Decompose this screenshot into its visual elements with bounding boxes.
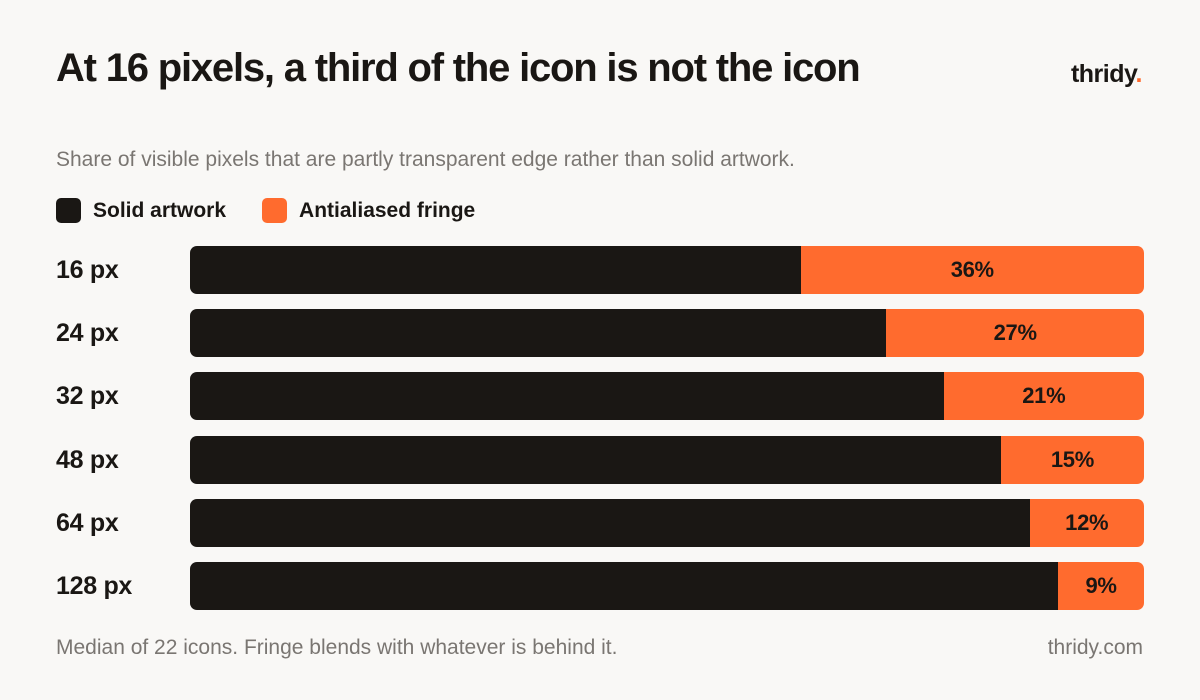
bar-segment-fringe: 9% [1058,561,1144,610]
brand-dot: . [1135,60,1143,88]
bar-segment-fringe: 21% [943,372,1144,421]
category-label: 32 px [56,382,119,411]
stacked-bar: 12% [190,498,1144,547]
footer-brand-link[interactable]: thridy.com [1047,636,1143,659]
chart-row: 64 px 12% [56,498,1144,547]
chart-title: At 16 pixels, a third of the icon is not… [56,46,861,90]
category-label: 128 px [56,571,133,600]
brand-name: thridy [1070,60,1136,88]
legend-label-fringe: Antialiased fringe [299,198,476,222]
legend-item-solid: Solid artwork [56,198,226,223]
brand-logo: thridy. [1070,60,1143,89]
bar-segment-solid [190,435,1001,484]
category-label: 64 px [56,508,119,537]
chart-row: 128 px 9% [56,561,1144,610]
bar-chart: 16 px 36% 24 px 27% 32 px 21% 48 px 15% 64 px 12%… [56,246,1144,625]
fringe-value-label: 36% [950,257,994,282]
fringe-value-label: 15% [1050,446,1094,472]
stacked-bar: 36% [190,246,1144,294]
bar-segment-solid [190,246,801,294]
stacked-bar: 27% [190,309,1144,358]
legend-label-solid: Solid artwork [93,198,227,222]
bar-segment-solid [190,309,887,358]
category-label: 48 px [56,445,119,474]
chart-legend: Solid artwork Antialiased fringe [56,198,511,223]
fringe-value-label: 9% [1085,572,1117,598]
legend-swatch-solid [56,198,81,223]
fringe-value-label: 21% [1022,383,1066,409]
legend-item-fringe: Antialiased fringe [262,198,475,223]
bar-segment-fringe: 36% [800,246,1144,294]
chart-row: 16 px 36% [56,246,1144,294]
stacked-bar: 21% [190,372,1144,421]
legend-swatch-fringe [262,198,288,223]
bar-segment-fringe: 12% [1029,498,1144,547]
bar-segment-solid [190,561,1059,610]
bar-segment-solid [190,498,1030,547]
category-label: 16 px [56,256,119,284]
bar-segment-fringe: 15% [1000,435,1144,484]
bar-segment-fringe: 27% [886,309,1144,358]
bar-segment-solid [190,372,944,421]
chart-row: 32 px 21% [56,372,1144,421]
fringe-value-label: 27% [993,320,1037,346]
chart-footnote: Median of 22 icons. Fringe blends with w… [56,636,618,659]
stacked-bar: 9% [190,561,1144,610]
chart-row: 48 px 15% [56,435,1144,484]
category-label: 24 px [56,319,119,348]
fringe-value-label: 12% [1065,509,1109,535]
chart-subtitle: Share of visible pixels that are partly … [56,148,795,171]
stacked-bar: 15% [190,435,1144,484]
chart-row: 24 px 27% [56,309,1144,358]
